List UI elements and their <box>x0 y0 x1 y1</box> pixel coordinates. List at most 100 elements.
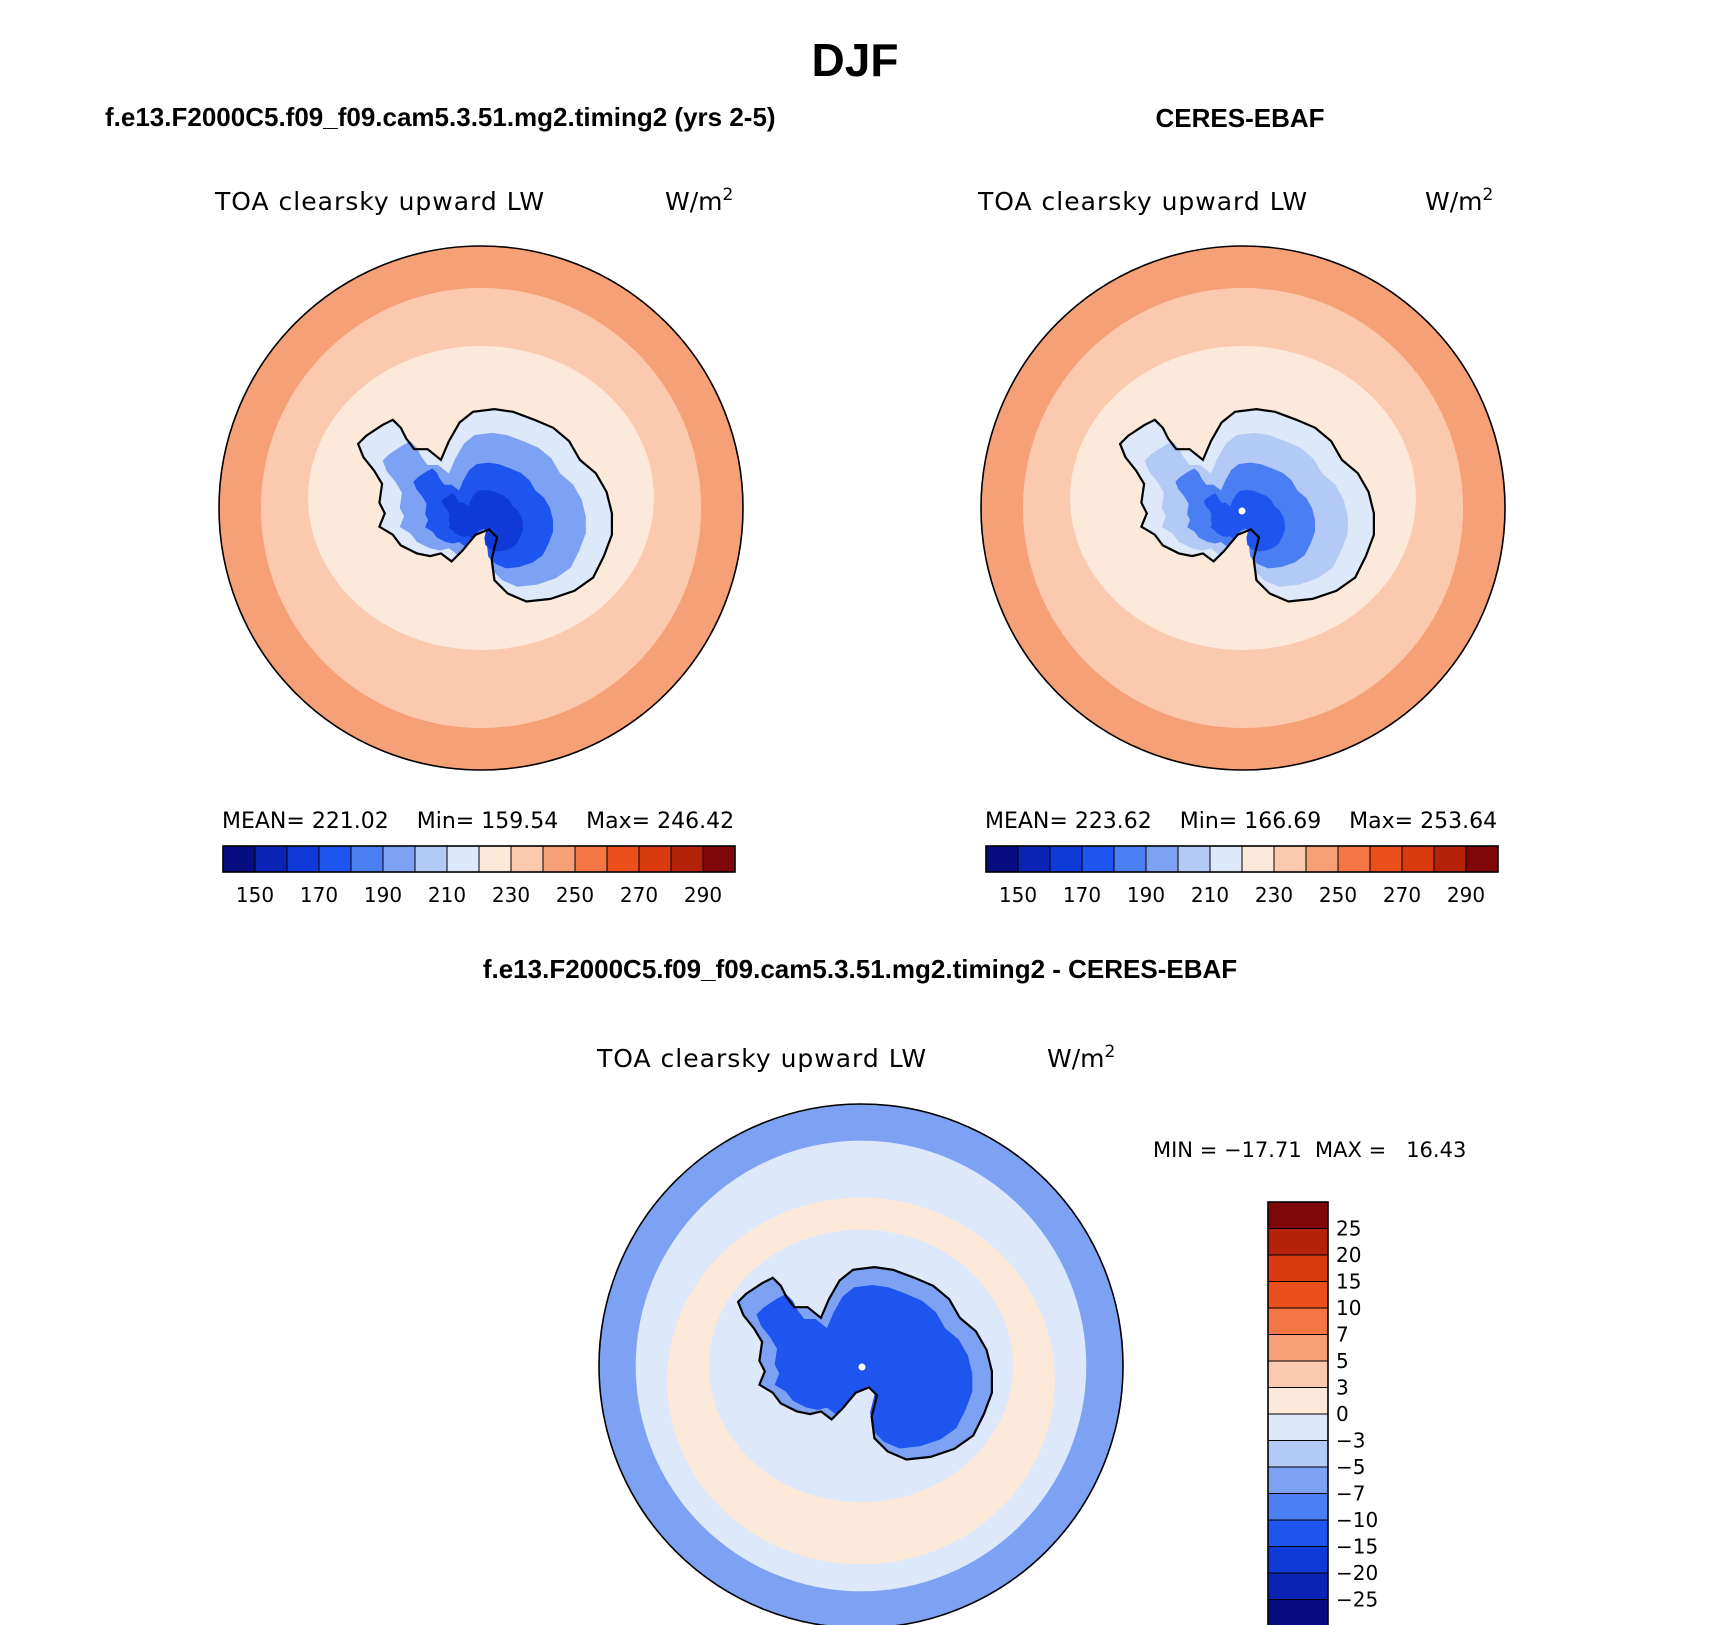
colorbar-swatch <box>1081 845 1115 873</box>
colorbar-swatch <box>1267 1466 1329 1494</box>
colorbar-tick-label: 25 <box>1336 1217 1361 1241</box>
colorbar-swatch <box>702 845 736 873</box>
colorbar-tick-label: 210 <box>428 883 466 907</box>
colorbar-swatch <box>318 845 352 873</box>
colorbar-tick-label: 10 <box>1336 1296 1361 1320</box>
colorbar-tick-label: 230 <box>492 883 530 907</box>
colorbar-swatch <box>254 845 288 873</box>
panel-model: f.e13.F2000C5.f09_f09.cam5.3.51.mg2.timi… <box>105 102 776 907</box>
stats-text: MIN = −17.71 MAX = 16.43 <box>1153 1138 1466 1162</box>
page-title: DJF <box>812 34 899 86</box>
colorbar-swatch <box>1273 845 1307 873</box>
colorbar-swatch <box>446 845 480 873</box>
colorbar-swatch <box>1145 845 1179 873</box>
variable-label: TOA clearsky upward LW <box>214 187 545 216</box>
colorbar-swatch <box>1267 1334 1329 1362</box>
colorbar-swatch <box>1401 845 1435 873</box>
colorbar-swatch <box>542 845 576 873</box>
colorbar-swatch <box>1267 1493 1329 1521</box>
units-label: W/m2 <box>1047 1042 1115 1073</box>
colorbar-tick-label: 170 <box>300 883 338 907</box>
colorbar-swatch <box>1433 845 1467 873</box>
colorbar-frame <box>1267 1201 1329 1625</box>
polar-map <box>980 245 1506 771</box>
polar-map <box>598 1103 1124 1625</box>
colorbar-swatch <box>1465 845 1499 873</box>
contour-field <box>219 246 743 770</box>
colorbar-swatch <box>606 845 640 873</box>
colorbar-swatch <box>1241 845 1275 873</box>
colorbar-swatch <box>985 845 1019 873</box>
variable-label: TOA clearsky upward LW <box>596 1044 927 1073</box>
panel-title: CERES-EBAF <box>1155 103 1324 133</box>
colorbar-tick-label: 230 <box>1255 883 1293 907</box>
colorbar-swatch <box>1267 1440 1329 1468</box>
colorbar-swatch <box>414 845 448 873</box>
colorbar-swatch <box>670 845 704 873</box>
colorbar-swatch <box>1267 1307 1329 1335</box>
colorbar-tick-label: 3 <box>1336 1376 1349 1400</box>
colorbar-swatch <box>1113 845 1147 873</box>
colorbar-swatch <box>1017 845 1051 873</box>
units-label: W/m2 <box>1425 185 1493 216</box>
colorbar-swatch <box>1267 1228 1329 1256</box>
colorbar-tick-label: −3 <box>1336 1429 1365 1453</box>
polar-map <box>218 245 744 771</box>
pole-marker <box>858 1363 866 1371</box>
panel-title: f.e13.F2000C5.f09_f09.cam5.3.51.mg2.timi… <box>483 954 1237 984</box>
map-boundary <box>980 245 1506 771</box>
colorbar-tick-label: 150 <box>999 883 1037 907</box>
colorbar-swatch <box>1267 1360 1329 1388</box>
colorbar-swatch <box>222 845 256 873</box>
colorbar-swatch <box>1337 845 1371 873</box>
pole-marker <box>1238 507 1246 515</box>
colorbar-swatch <box>574 845 608 873</box>
colorbar: 150 170 190 210 230 250 270 290 <box>985 845 1499 907</box>
colorbar-tick-label: 210 <box>1191 883 1229 907</box>
colorbar-tick-label: 190 <box>364 883 402 907</box>
field-interior <box>441 490 523 552</box>
colorbar-tick-label: 150 <box>236 883 274 907</box>
panel-observations: CERES-EBAF TOA clearsky upward LW W/m2 M… <box>977 103 1506 907</box>
colorbar-tick-label: 7 <box>1336 1323 1349 1347</box>
colorbar-swatch <box>478 845 512 873</box>
units-label: W/m2 <box>665 185 733 216</box>
colorbar-swatch <box>638 845 672 873</box>
colorbar-tick-label: −7 <box>1336 1482 1365 1506</box>
colorbar-tick-label: 290 <box>684 883 722 907</box>
colorbar-tick-label: 250 <box>1319 883 1357 907</box>
colorbar-swatch <box>510 845 544 873</box>
colorbar: 150 170 190 210 230 250 270 290 <box>222 845 736 907</box>
colorbar-swatch <box>1267 1519 1329 1547</box>
colorbar-tick-label: 270 <box>620 883 658 907</box>
coastline <box>736 1265 993 1461</box>
colorbar-tick-label: 250 <box>556 883 594 907</box>
colorbar-tick-label: 5 <box>1336 1349 1349 1373</box>
coastline <box>1118 407 1375 603</box>
colorbar-swatch <box>1267 1599 1329 1625</box>
panel-title: f.e13.F2000C5.f09_f09.cam5.3.51.mg2.timi… <box>105 102 776 132</box>
colorbar-swatch <box>286 845 320 873</box>
stats-text: MEAN= 221.02 Min= 159.54 Max= 246.42 <box>222 809 734 834</box>
colorbar-swatch <box>382 845 416 873</box>
panel-difference: f.e13.F2000C5.f09_f09.cam5.3.51.mg2.timi… <box>483 954 1466 1625</box>
colorbar-swatch <box>1305 845 1339 873</box>
colorbar-swatch <box>1177 845 1211 873</box>
colorbar-tick-label: 270 <box>1383 883 1421 907</box>
colorbar-tick-label: −25 <box>1336 1588 1378 1612</box>
colorbar-tick-label: 15 <box>1336 1270 1361 1294</box>
coastline <box>356 407 613 603</box>
colorbar-swatch <box>1267 1387 1329 1415</box>
map-boundary <box>598 1103 1124 1625</box>
colorbar-swatch <box>1049 845 1083 873</box>
colorbar-tick-label: 190 <box>1127 883 1165 907</box>
colorbar-swatch <box>350 845 384 873</box>
colorbar-tick-label: −15 <box>1336 1535 1378 1559</box>
variable-label: TOA clearsky upward LW <box>977 187 1308 216</box>
colorbar-tick-label: −5 <box>1336 1455 1365 1479</box>
colorbar-swatch <box>1267 1254 1329 1282</box>
colorbar-tick-label: −20 <box>1336 1561 1378 1585</box>
colorbar-swatch <box>1267 1413 1329 1441</box>
